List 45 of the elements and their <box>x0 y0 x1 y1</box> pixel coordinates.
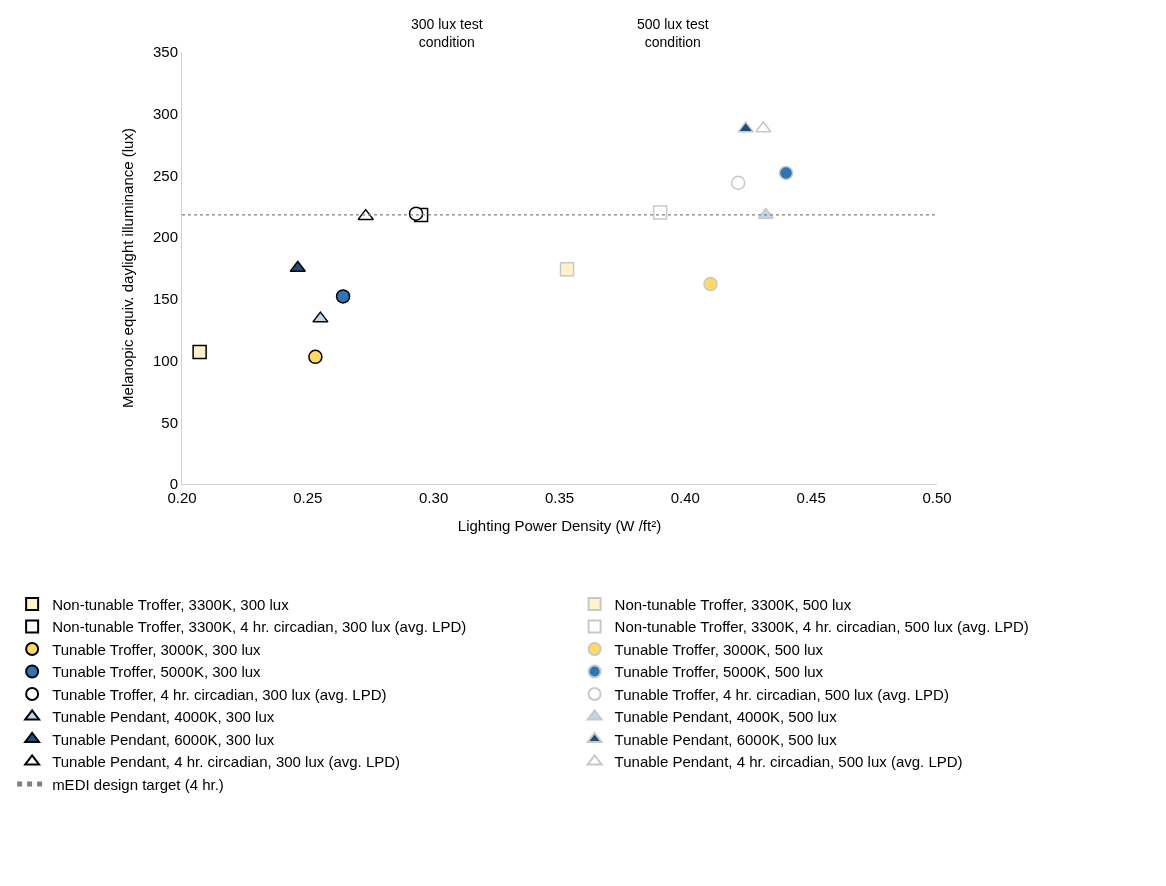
x-tick-label: 0.25 <box>293 489 323 506</box>
point <box>778 165 794 181</box>
legend-label: Tunable Troffer, 4 hr. circadian, 300 lux (avg. LPD) <box>52 685 387 703</box>
point <box>559 261 575 277</box>
point <box>737 121 754 133</box>
point <box>308 349 323 365</box>
y-tick-label: 100 <box>152 351 178 369</box>
legend-label: Tunable Troffer, 3000K, 300 lux <box>52 640 262 658</box>
legend-label: Non-tunable Troffer, 3300K, 300 lux <box>52 595 290 613</box>
y-tick-label: 150 <box>152 290 178 308</box>
y-tick-label: 300 <box>152 104 178 122</box>
point <box>730 175 746 191</box>
y-tick-label: 200 <box>152 228 178 246</box>
text: 300 lux test condition <box>411 16 483 51</box>
legend-label: Tunable Pendant, 4000K, 500 lux <box>614 708 838 726</box>
legend-label: Tunable Troffer, 5000K, 500 lux <box>614 663 824 681</box>
legend-label: mEDI design target (4 hr.) <box>52 775 224 793</box>
legend-label: Tunable Troffer, 4 hr. circadian, 500 lux (avg. LPD) <box>614 685 949 703</box>
legend-label: Tunable Pendant, 4000K, 300 lux <box>52 708 275 726</box>
x-tick-label: 0.40 <box>670 489 700 506</box>
x-tick-label: 0.50 <box>922 489 952 506</box>
legend-label: Non-tunable Troffer, 3300K, 4 hr. circadian, 500 lux (avg. LPD) <box>614 618 1029 636</box>
y-tick-label: 50 <box>161 413 178 431</box>
legend-label: Tunable Troffer, 3000K, 500 lux <box>614 640 824 658</box>
legend-label: Tunable Pendant, 6000K, 500 lux <box>614 730 838 748</box>
point <box>192 344 207 360</box>
legend-label: Tunable Pendant, 6000K, 300 lux <box>52 730 275 748</box>
legend-label: Tunable Pendant, 4 hr. circadian, 300 lux (avg. LPD) <box>52 753 401 771</box>
x-tick-label: 0.45 <box>796 489 826 506</box>
legend-label: Non-tunable Troffer, 3300K, 500 lux <box>614 595 852 613</box>
legend-label: Non-tunable Troffer, 3300K, 4 hr. circadian, 300 lux (avg. LPD) <box>52 618 467 636</box>
y-tick-label: 350 <box>152 43 178 61</box>
x-axis-title: Lighting Power Density (W /ft²) <box>457 517 662 534</box>
legend-label: Tunable Pendant, 4 hr. circadian, 500 lux (avg. LPD) <box>614 753 963 771</box>
text: 500 lux test condition <box>637 16 709 51</box>
point <box>652 205 668 220</box>
point <box>755 121 772 133</box>
point <box>312 311 329 323</box>
legend-label: Tunable Troffer, 5000K, 300 lux <box>52 663 262 681</box>
x-tick-label: 0.35 <box>544 489 575 506</box>
point <box>703 276 718 292</box>
x-tick-label: 0.30 <box>419 489 449 506</box>
y-axis-title: Melanopic equiv. daylight illuminance (lux) <box>119 128 137 408</box>
y-tick-label: 250 <box>152 166 178 184</box>
point <box>335 289 351 304</box>
